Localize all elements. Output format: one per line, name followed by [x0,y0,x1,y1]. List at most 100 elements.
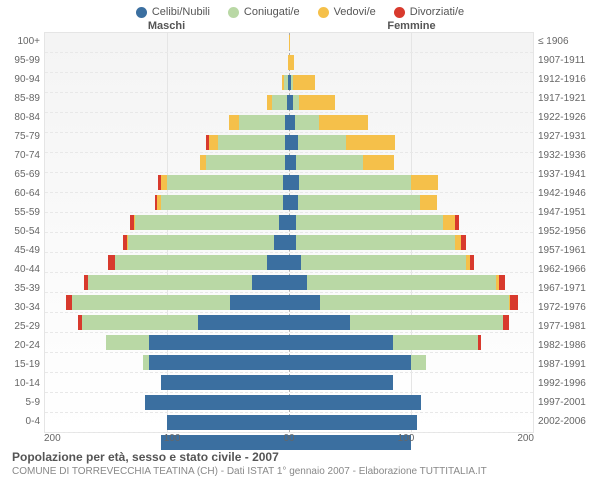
legend-swatch [318,7,329,18]
bar-segment [198,315,290,330]
bar-segment [128,235,274,250]
bar-segment [295,115,319,130]
pyramid-row [45,153,533,173]
bar-segment [149,335,289,350]
bar-segment [296,235,455,250]
bar-segment [299,95,336,110]
bar-segment [289,175,299,190]
bar-segment [289,275,307,290]
bar-segment [218,135,285,150]
bar-segment [272,95,287,110]
bar-segment [161,375,289,390]
bar-segment [299,175,411,190]
bar-segment [135,215,279,230]
plot-area [44,32,534,433]
legend: Celibi/Nubili Coniugati/e Vedovi/e Divorzia… [0,0,600,20]
bar-segment [289,155,296,170]
birth-label: 1977-1981 [538,317,600,336]
age-label: 75-79 [0,127,40,146]
bar-segment [267,255,289,270]
pyramid-row [45,413,533,433]
population-pyramid-chart: Fasce di età Anni di nascita 100+95-9990… [0,32,600,433]
age-label: 85-89 [0,89,40,108]
birth-label: 1962-1966 [538,260,600,279]
bar-segment [510,295,519,310]
birth-label: 1952-1956 [538,222,600,241]
bar-segment [274,235,289,250]
age-label: 100+ [0,32,40,51]
birth-label: 1912-1916 [538,70,600,89]
birth-label: 1982-1986 [538,336,600,355]
x-ticks-right: 0100200 [289,433,534,444]
x-tick: 0 [289,433,295,444]
bar-segment [461,235,466,250]
bar-segment [363,155,394,170]
birth-label: 1997-2001 [538,393,600,412]
bar-segment [296,155,363,170]
bar-segment [350,315,503,330]
pyramid-row [45,213,533,233]
bar-segment [206,155,285,170]
pyramid-row [45,113,533,133]
pyramid-row [45,373,533,393]
age-label: 45-49 [0,241,40,260]
pyramid-row [45,53,533,73]
x-axis: 2001000 0100200 [0,433,600,444]
bar-segment [296,215,442,230]
bar-segment [239,115,285,130]
bar-segment [289,395,421,410]
pyramid-row [45,193,533,213]
bar-segment [346,135,395,150]
birth-label: 1992-1996 [538,374,600,393]
pyramid-row [45,273,533,293]
bar-segment [298,135,347,150]
age-label: 0-4 [0,412,40,431]
bar-segment [209,135,219,150]
bar-segment [411,355,426,370]
age-label: 15-19 [0,355,40,374]
bar-segment [503,315,509,330]
birth-label: 1947-1951 [538,203,600,222]
legend-item: Coniugati/e [228,6,300,18]
bar-segment [307,275,496,290]
header-male: Maschi [44,20,289,32]
bar-segment [289,195,298,210]
bar-segment [478,335,480,350]
x-tick: 200 [517,433,534,444]
pyramid-row [45,293,533,313]
age-label: 95-99 [0,51,40,70]
bar-segment [289,355,411,370]
pyramid-row [45,253,533,273]
age-label: 90-94 [0,70,40,89]
bar-segment [106,335,149,350]
birth-label: 1987-1991 [538,355,600,374]
bar-segment [470,255,475,270]
age-label: 40-44 [0,260,40,279]
birth-label: 2002-2006 [538,412,600,431]
age-label: 50-54 [0,222,40,241]
pyramid-row [45,133,533,153]
pyramid-row [45,33,533,53]
bar-segment [289,235,296,250]
pyramid-row [45,353,533,373]
bar-segment [145,395,289,410]
bar-segment [289,315,350,330]
pyramid-row [45,393,533,413]
x-tick: 200 [44,433,61,444]
legend-item: Divorziati/e [394,6,464,18]
bar-segment [289,415,417,430]
bar-segment [289,335,393,350]
legend-item: Vedovi/e [318,6,376,18]
birth-label: 1932-1936 [538,146,600,165]
age-label: 65-69 [0,165,40,184]
bar-segment [298,195,420,210]
age-label: 30-34 [0,298,40,317]
bar-segment [289,375,393,390]
bar-segment [289,215,296,230]
bar-segment [301,255,466,270]
age-label: 5-9 [0,393,40,412]
bar-segment [115,255,268,270]
bar-segment [167,415,289,430]
bar-segment [289,135,298,150]
legend-label: Celibi/Nubili [152,6,210,18]
